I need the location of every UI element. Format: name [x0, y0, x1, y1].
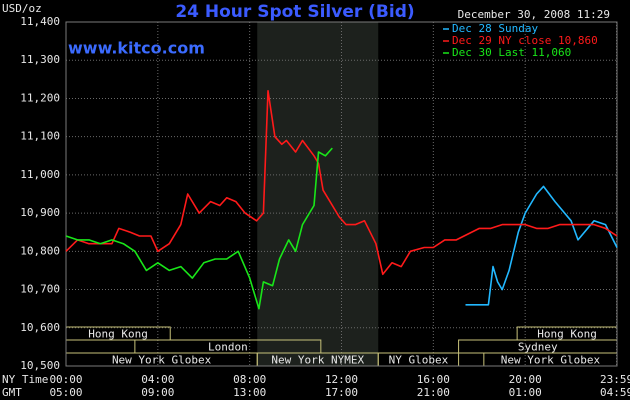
site-label: www.kitco.com: [68, 39, 205, 58]
legend-entry: Dec 28 Sunday: [452, 22, 538, 35]
x-tick-label: 12:00: [325, 373, 358, 386]
x2-tick-label: 21:00: [417, 386, 450, 399]
series-line: [65, 90, 618, 276]
y-axis-label: USD/oz: [2, 2, 42, 15]
series-line: [65, 147, 333, 310]
legend-entry: Dec 30 Last 11,060: [452, 46, 571, 59]
session-label: London: [208, 341, 248, 354]
y-tick-label: 11,400: [20, 15, 60, 28]
plot-frame: [65, 21, 618, 367]
x-tick-label: 16:00: [417, 373, 450, 386]
x-tick-label: 08:00: [233, 373, 266, 386]
session-shade: [257, 22, 379, 366]
y-tick-label: 10,700: [20, 283, 60, 296]
x2-tick-label: 05:00: [49, 386, 82, 399]
session-label: New York Globex: [501, 354, 601, 367]
session-label: Hong Kong: [537, 328, 597, 341]
timestamp: December 30, 2008 11:29: [458, 8, 610, 21]
x-axis-label: NY Time: [2, 373, 48, 386]
y-tick-label: 11,200: [20, 91, 60, 104]
y-tick-label: 10,500: [20, 359, 60, 372]
x2-tick-label: 09:00: [141, 386, 174, 399]
x-tick-label: 20:00: [509, 373, 542, 386]
x2-tick-label: 13:00: [233, 386, 266, 399]
y-tick-label: 11,100: [20, 130, 60, 143]
session-label: Sydney: [518, 341, 558, 354]
x-tick-label: 00:00: [49, 373, 82, 386]
y-tick-label: 11,000: [20, 168, 60, 181]
session-label: NY Globex: [389, 354, 449, 367]
chart-title: 24 Hour Spot Silver (Bid): [175, 2, 414, 22]
x2-axis-label: GMT: [2, 386, 22, 399]
x-tick-label: 04:00: [141, 373, 174, 386]
session-label: New York Globex: [112, 354, 212, 367]
y-tick-label: 10,900: [20, 206, 60, 219]
x2-tick-label: 17:00: [325, 386, 358, 399]
x-tick-label: 23:59: [600, 373, 630, 386]
legend-entry: Dec 29 NY close 10,860: [452, 34, 598, 47]
x2-tick-label: 04:59: [600, 386, 630, 399]
session-label: Hong Kong: [88, 328, 148, 341]
series-line: [465, 185, 618, 306]
x2-tick-label: 01:00: [509, 386, 542, 399]
y-tick-label: 10,800: [20, 244, 60, 257]
y-tick-label: 10,600: [20, 321, 60, 334]
y-tick-label: 11,300: [20, 53, 60, 66]
session-label: New York NYMEX: [271, 354, 364, 367]
